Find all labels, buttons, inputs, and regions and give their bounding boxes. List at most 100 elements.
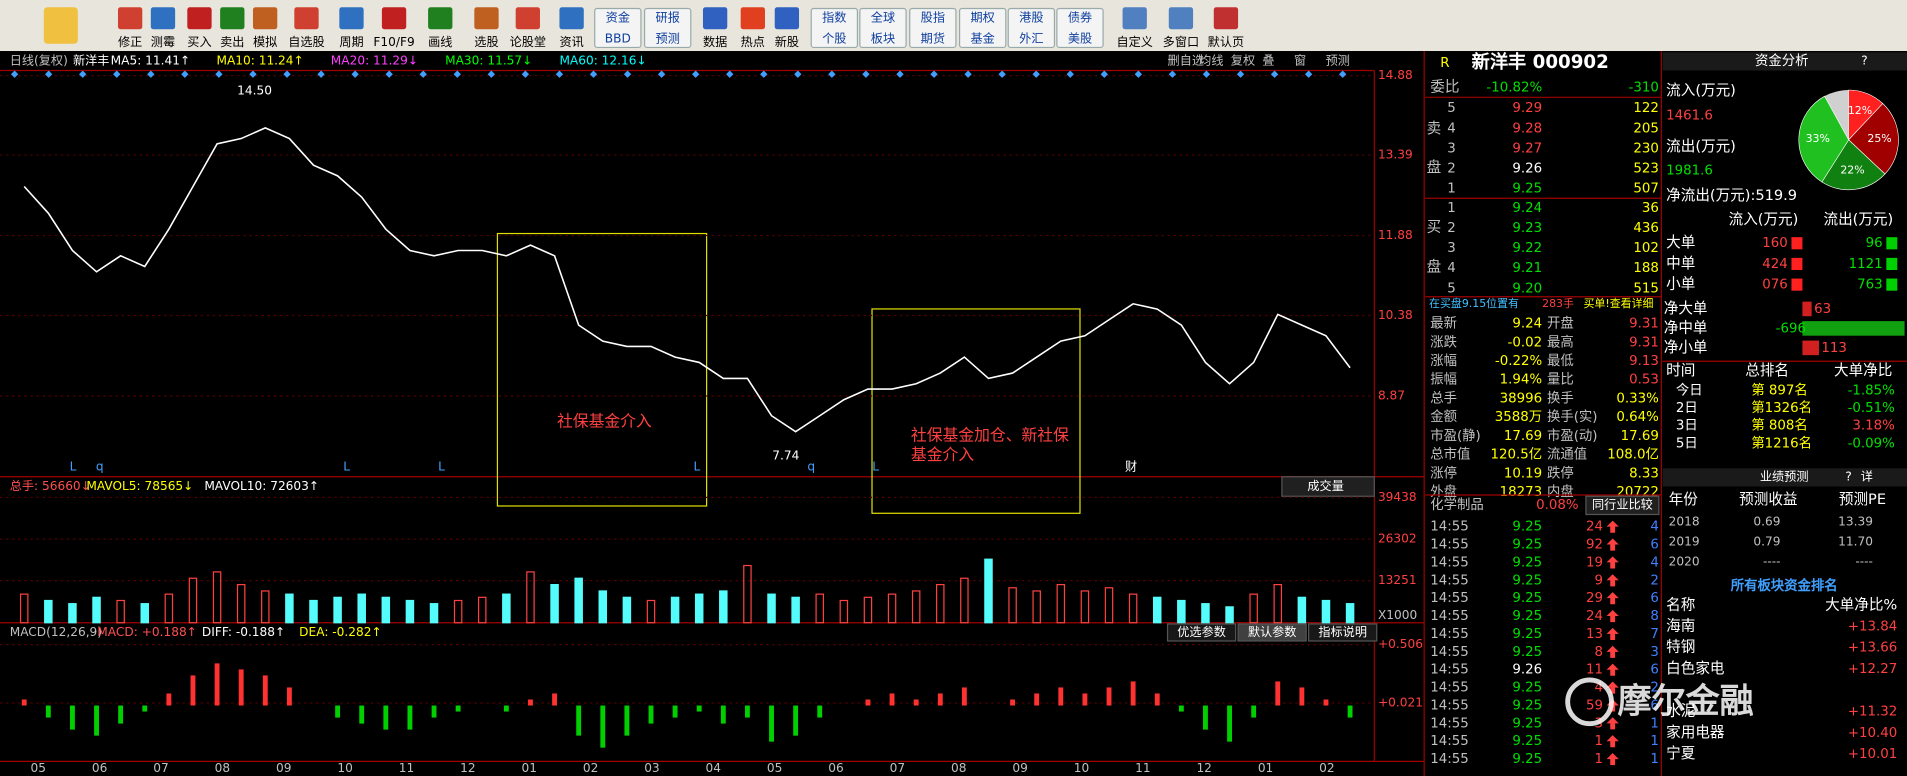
- macd-button[interactable]: 默认参数: [1248, 624, 1297, 639]
- toolbar-icon[interactable]: [702, 7, 728, 30]
- toolbar-button[interactable]: 港股: [1019, 11, 1043, 25]
- button-frame[interactable]: [1308, 623, 1378, 642]
- selector-frame[interactable]: [1281, 476, 1375, 497]
- help-button[interactable]: ?: [1845, 469, 1851, 483]
- toolbar-button[interactable]: 模拟: [253, 35, 277, 49]
- button-frame[interactable]: [1237, 623, 1307, 642]
- toolbar-button[interactable]: 基金: [971, 30, 995, 45]
- toolbar-icon[interactable]: [339, 7, 364, 30]
- toolbar-button-frame[interactable]: [594, 7, 642, 49]
- toolbar-icon[interactable]: [740, 7, 765, 30]
- toolbar-button[interactable]: 数据: [703, 34, 727, 49]
- sector-value: +10.01: [1848, 747, 1897, 762]
- volume: 122: [1633, 101, 1658, 116]
- toolbar-button-frame[interactable]: [859, 7, 907, 49]
- toolbar-icon[interactable]: [381, 7, 407, 30]
- toolbar-button[interactable]: 股指: [921, 10, 945, 25]
- toolbar-button[interactable]: 测霉: [151, 35, 175, 49]
- toolbar-button[interactable]: 默认页: [1208, 34, 1244, 49]
- chart-button[interactable]: 均线: [1199, 53, 1223, 67]
- toolbar-button[interactable]: 资讯: [559, 35, 583, 49]
- toolbar-button[interactable]: 期权: [971, 11, 995, 25]
- toolbar-icon[interactable]: [294, 7, 319, 30]
- button-frame[interactable]: [1585, 495, 1660, 516]
- level: 1: [1447, 201, 1455, 216]
- toolbar-button[interactable]: 画线: [428, 35, 452, 49]
- toolbar-button-frame[interactable]: [958, 7, 1007, 49]
- selector-button[interactable]: 成交量: [1307, 478, 1343, 493]
- toolbar-icon[interactable]: [428, 7, 453, 30]
- back-button[interactable]: [43, 7, 78, 44]
- toolbar-button[interactable]: 债券: [1068, 10, 1092, 25]
- chart-button[interactable]: 叠: [1262, 53, 1274, 67]
- toolbar-button-frame[interactable]: [909, 7, 957, 49]
- macd-bar: [1203, 705, 1208, 730]
- label: 总手: [1430, 390, 1457, 406]
- toolbar-button[interactable]: F10/F9: [373, 35, 414, 49]
- toolbar-button-frame[interactable]: [1007, 7, 1056, 49]
- toolbar-button[interactable]: 选股: [474, 35, 498, 49]
- toolbar-button[interactable]: 预测: [656, 31, 680, 45]
- chart-button[interactable]: 删自选: [1168, 53, 1204, 67]
- column-header: 时间: [1666, 362, 1695, 379]
- note-button[interactable]: 买单!查看详细: [1583, 296, 1653, 310]
- toolbar-icon[interactable]: [252, 7, 278, 30]
- chart-button[interactable]: 复权: [1231, 53, 1255, 67]
- toolbar-button-frame[interactable]: [1056, 7, 1104, 49]
- toolbar-button[interactable]: 热点: [741, 35, 765, 49]
- volume-bar: [285, 593, 294, 624]
- toolbar-icon[interactable]: [774, 7, 800, 30]
- toolbar-icon[interactable]: [1213, 7, 1239, 30]
- help-button[interactable]: ?: [1861, 53, 1867, 67]
- toolbar-button[interactable]: 外汇: [1019, 31, 1043, 45]
- toolbar-button[interactable]: 美股: [1068, 31, 1092, 45]
- price-line: [23, 127, 1351, 433]
- toolbar-button[interactable]: 板块: [871, 31, 895, 45]
- value: 9.13: [1629, 354, 1659, 369]
- toolbar-button[interactable]: 个股: [822, 31, 846, 45]
- toolbar-button[interactable]: 周期: [339, 35, 363, 49]
- pie-label: 33%: [1806, 132, 1830, 145]
- value: 076: [1762, 278, 1787, 293]
- toolbar-button[interactable]: 卖出: [220, 35, 244, 49]
- toolbar-button-frame[interactable]: [810, 7, 859, 49]
- toolbar-icon[interactable]: [559, 7, 584, 30]
- label: 涨幅: [1430, 353, 1457, 369]
- volume-bar: [68, 603, 77, 624]
- toolbar-button[interactable]: 研报: [656, 10, 680, 25]
- toolbar-button[interactable]: 期货: [921, 30, 945, 45]
- detail-button[interactable]: 详: [1861, 468, 1873, 483]
- toolbar-icon[interactable]: [1168, 7, 1194, 30]
- toolbar-button[interactable]: 多窗口: [1163, 35, 1199, 49]
- toolbar-button[interactable]: 自选股: [288, 35, 324, 49]
- macd-button[interactable]: 优选参数: [1177, 624, 1226, 639]
- chart-button[interactable]: 窗: [1294, 53, 1306, 67]
- tick-price: 9.25: [1512, 520, 1542, 535]
- toolbar-icon[interactable]: [220, 7, 245, 30]
- toolbar-button[interactable]: 资金: [606, 10, 630, 25]
- macd-button[interactable]: 指标说明: [1318, 624, 1367, 639]
- toolbar-button[interactable]: 论股堂: [510, 35, 546, 49]
- toolbar-button[interactable]: 新股: [775, 34, 799, 49]
- compare-button[interactable]: 同行业比较: [1592, 496, 1653, 511]
- toolbar-button-frame[interactable]: [643, 7, 692, 49]
- price: 9.28: [1512, 121, 1542, 136]
- toolbar-button[interactable]: 全球: [871, 10, 895, 25]
- sector-value: +13.66: [1848, 641, 1897, 656]
- chart-button[interactable]: 预测: [1326, 53, 1350, 67]
- toolbar-button[interactable]: 修正: [118, 34, 142, 49]
- toolbar-button[interactable]: 指数: [822, 10, 846, 25]
- toolbar-button[interactable]: BBD: [605, 31, 631, 45]
- toolbar-icon[interactable]: [515, 7, 540, 30]
- toolbar-icon[interactable]: [117, 7, 143, 30]
- toolbar-icon[interactable]: [187, 7, 212, 30]
- toolbar-button[interactable]: 自定义: [1116, 34, 1152, 49]
- macd-header: MACD: +0.188↑: [97, 625, 197, 639]
- button-frame[interactable]: [1166, 623, 1237, 642]
- x-tick-label: 10: [1074, 761, 1089, 775]
- toolbar-icon[interactable]: [474, 7, 499, 30]
- toolbar-icon[interactable]: [1122, 7, 1147, 30]
- toolbar-button[interactable]: 买入: [187, 35, 211, 49]
- tick-time: 14:55: [1430, 591, 1468, 606]
- toolbar-icon[interactable]: [150, 7, 176, 30]
